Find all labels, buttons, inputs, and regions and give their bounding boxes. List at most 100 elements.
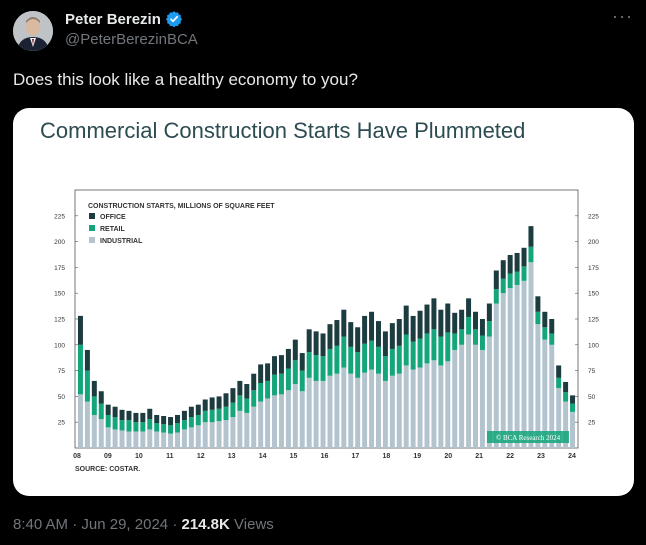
bar-retail-66 bbox=[535, 311, 541, 325]
bar-office-56 bbox=[466, 298, 472, 317]
bar-office-33 bbox=[306, 329, 312, 353]
y-tick-right-225: 225 bbox=[588, 213, 599, 220]
bar-retail-34 bbox=[313, 355, 319, 381]
bar-industrial-31 bbox=[292, 384, 298, 448]
bar-industrial-27 bbox=[265, 398, 271, 448]
bar-office-28 bbox=[272, 356, 278, 375]
bar-office-64 bbox=[521, 247, 527, 267]
bar-industrial-24 bbox=[244, 412, 250, 448]
bar-industrial-68 bbox=[549, 344, 555, 448]
bar-office-44 bbox=[382, 331, 388, 357]
bar-office-12 bbox=[161, 416, 167, 425]
bar-retail-58 bbox=[479, 335, 485, 350]
bar-retail-50 bbox=[424, 333, 430, 364]
bar-office-63 bbox=[514, 252, 520, 272]
bar-office-15 bbox=[181, 410, 187, 421]
bar-retail-57 bbox=[473, 329, 478, 345]
bar-industrial-53 bbox=[445, 361, 451, 448]
x-tick-21: 21 bbox=[475, 453, 483, 460]
x-tick-22: 22 bbox=[506, 453, 514, 460]
bar-office-62 bbox=[507, 255, 513, 274]
bar-retail-65 bbox=[528, 246, 534, 263]
tweet-date[interactable]: Jun 29, 2024 bbox=[81, 516, 169, 533]
tweet-time[interactable]: 8:40 AM bbox=[13, 516, 69, 533]
bar-retail-71 bbox=[570, 403, 576, 412]
bar-industrial-56 bbox=[466, 334, 472, 448]
bar-office-10 bbox=[147, 408, 153, 420]
avatar[interactable] bbox=[13, 11, 53, 51]
bar-industrial-30 bbox=[285, 390, 291, 448]
bar-industrial-6 bbox=[119, 430, 125, 448]
bar-retail-1 bbox=[84, 370, 90, 402]
y-tick-left-125: 125 bbox=[54, 317, 65, 324]
bar-industrial-62 bbox=[507, 288, 513, 448]
bar-industrial-3 bbox=[98, 419, 104, 448]
y-tick-left-75: 75 bbox=[58, 368, 66, 375]
bar-industrial-66 bbox=[535, 324, 541, 448]
y-tick-left-50: 50 bbox=[58, 394, 66, 401]
bar-retail-2 bbox=[91, 396, 97, 415]
bar-industrial-2 bbox=[91, 414, 97, 448]
bar-retail-18 bbox=[202, 410, 208, 423]
bar-office-42 bbox=[369, 311, 375, 341]
bar-industrial-45 bbox=[389, 375, 395, 448]
bar-office-51 bbox=[431, 298, 437, 330]
bar-industrial-42 bbox=[369, 369, 375, 448]
bar-industrial-16 bbox=[188, 427, 194, 448]
bar-office-69 bbox=[556, 365, 562, 378]
bar-industrial-1 bbox=[84, 401, 90, 448]
bar-office-50 bbox=[424, 304, 430, 334]
bar-industrial-23 bbox=[237, 410, 243, 448]
bar-retail-49 bbox=[417, 338, 423, 368]
more-options-icon[interactable]: ··· bbox=[612, 6, 633, 26]
chart-source: SOURCE: COSTAR. bbox=[75, 466, 140, 473]
bar-industrial-49 bbox=[417, 367, 423, 448]
bar-industrial-15 bbox=[181, 429, 187, 448]
bar-retail-43 bbox=[375, 346, 381, 374]
bar-office-18 bbox=[202, 399, 208, 411]
author-handle[interactable]: @PeterBerezinBCA bbox=[65, 31, 198, 48]
bar-industrial-21 bbox=[223, 420, 229, 448]
bar-retail-35 bbox=[320, 356, 326, 381]
bar-office-38 bbox=[341, 309, 347, 337]
bar-industrial-10 bbox=[147, 429, 153, 448]
bar-office-43 bbox=[375, 321, 381, 347]
separator-dot: · bbox=[72, 516, 82, 533]
bar-industrial-71 bbox=[570, 411, 576, 448]
bar-retail-52 bbox=[438, 336, 444, 366]
bar-office-41 bbox=[362, 315, 368, 344]
bar-office-2 bbox=[91, 380, 97, 397]
bar-industrial-48 bbox=[410, 369, 416, 448]
bar-office-26 bbox=[258, 364, 264, 383]
x-tick-16: 16 bbox=[321, 453, 329, 460]
bar-retail-68 bbox=[549, 333, 555, 345]
bar-industrial-46 bbox=[396, 373, 402, 448]
bar-industrial-12 bbox=[161, 432, 167, 448]
bar-retail-28 bbox=[272, 374, 278, 396]
bar-industrial-22 bbox=[230, 417, 236, 448]
y-tick-left-150: 150 bbox=[54, 291, 65, 298]
bar-industrial-13 bbox=[168, 433, 174, 448]
bar-retail-7 bbox=[126, 420, 132, 432]
bar-industrial-51 bbox=[431, 360, 437, 448]
chart-image-card[interactable]: Commercial Construction Starts Have Plum… bbox=[13, 108, 634, 496]
bar-retail-6 bbox=[119, 420, 125, 431]
bar-retail-19 bbox=[209, 409, 215, 423]
bar-retail-3 bbox=[98, 403, 104, 420]
y-tick-left-225: 225 bbox=[54, 213, 65, 220]
bar-office-3 bbox=[98, 391, 104, 404]
bar-retail-40 bbox=[355, 352, 361, 378]
bar-office-35 bbox=[320, 333, 326, 357]
tweet-meta: 8:40 AM · Jun 29, 2024 · 214.8K Views bbox=[13, 516, 274, 533]
bar-office-13 bbox=[168, 417, 174, 426]
bar-industrial-28 bbox=[272, 395, 278, 448]
author-name[interactable]: Peter Berezin bbox=[65, 10, 161, 28]
bar-industrial-26 bbox=[258, 401, 264, 448]
bar-office-6 bbox=[119, 409, 125, 421]
verified-badge-icon[interactable] bbox=[165, 10, 183, 28]
bar-office-31 bbox=[292, 339, 298, 361]
bar-retail-10 bbox=[147, 419, 153, 430]
bar-industrial-35 bbox=[320, 380, 326, 448]
bar-industrial-70 bbox=[563, 401, 569, 448]
bar-retail-22 bbox=[230, 402, 236, 418]
